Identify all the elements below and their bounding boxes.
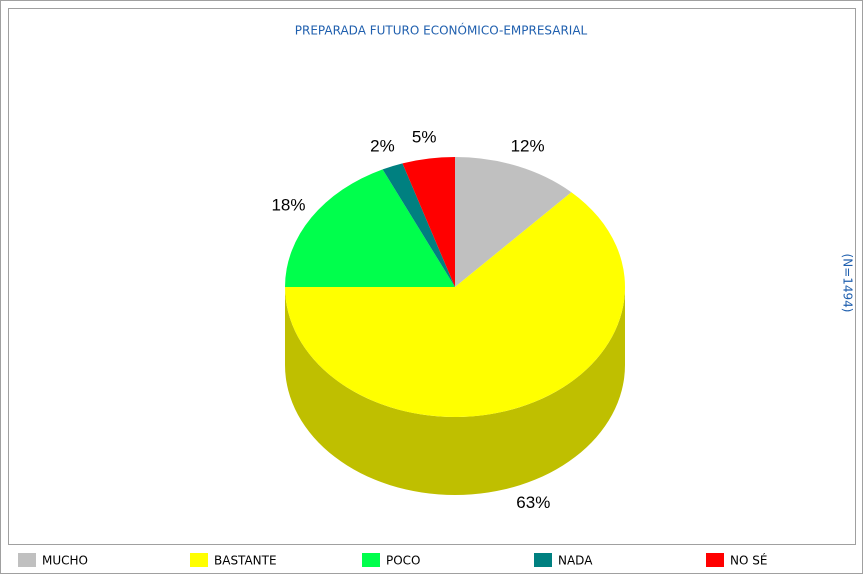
legend-swatch xyxy=(190,553,208,567)
chart-title: PREPARADA FUTURO ECONÓMICO-EMPRESARIAL xyxy=(295,23,588,38)
legend-label: POCO xyxy=(386,554,421,568)
annotation: (N=1494) xyxy=(841,254,855,313)
pie-slice xyxy=(285,169,455,287)
pie-slice xyxy=(382,163,455,287)
pie-side xyxy=(285,287,625,495)
data-label: 63% xyxy=(516,493,550,512)
legend-label: NO SÉ xyxy=(730,553,767,568)
legend-swatch xyxy=(706,553,724,567)
pie-slice xyxy=(285,192,625,417)
legend-label: NADA xyxy=(558,554,593,568)
legend-swatch xyxy=(362,553,380,567)
pie-slice xyxy=(455,157,572,287)
data-label: 5% xyxy=(412,128,437,147)
data-label: 2% xyxy=(370,136,395,155)
legend-label: MUCHO xyxy=(42,554,88,568)
legend-label: BASTANTE xyxy=(214,554,277,568)
legend-swatch xyxy=(18,553,36,567)
pie-slice xyxy=(402,157,455,287)
legend-swatch xyxy=(534,553,552,567)
data-label: 12% xyxy=(511,136,545,155)
data-label: 18% xyxy=(271,196,305,215)
